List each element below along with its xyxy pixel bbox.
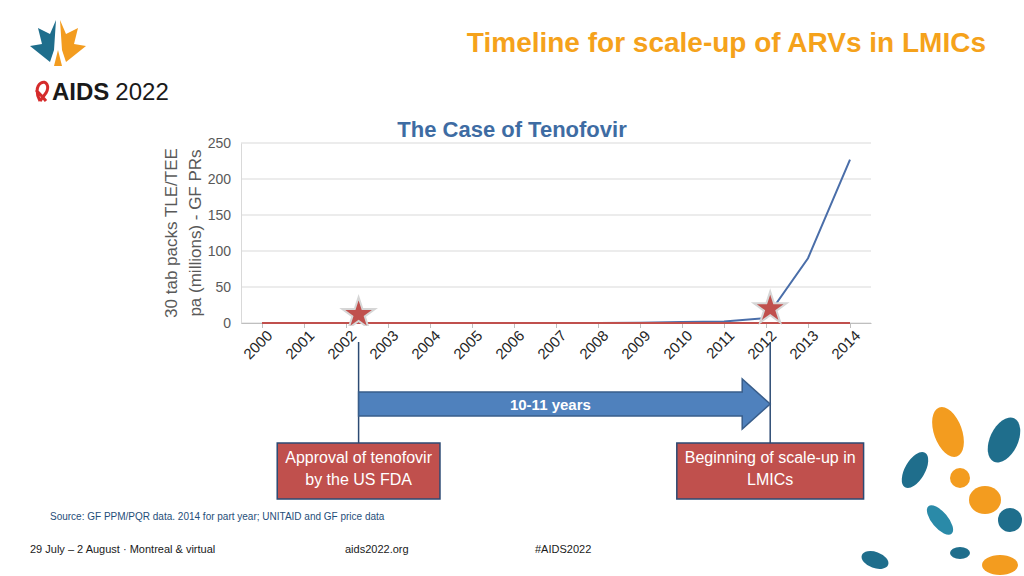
x-tick: 2013 — [786, 323, 822, 362]
slide: AIDS2022 Timeline for scale-up of ARVs in… — [0, 0, 1024, 576]
decoration-shape — [896, 448, 933, 493]
event-box-rect — [277, 443, 440, 499]
x-tick-label: 2012 — [744, 327, 780, 363]
grid-line — [241, 215, 871, 216]
y-tick: 50 — [215, 279, 241, 295]
event-connector — [769, 342, 771, 443]
logo-word: 2022 — [115, 78, 168, 105]
y-tick-label: 150 — [208, 207, 232, 223]
x-tick-label: 2007 — [534, 327, 570, 363]
event-label: Beginning of scale-up in — [685, 449, 856, 466]
grid-line — [241, 251, 871, 252]
event-box: Beginning of scale-up in LMICs — [677, 443, 864, 499]
x-tick: 2005 — [450, 323, 486, 362]
x-tick: 2008 — [576, 323, 612, 362]
grid-line — [241, 179, 871, 180]
span-label: 10-11 years — [510, 396, 591, 413]
event-star — [342, 297, 375, 326]
x-axis-line — [242, 323, 872, 324]
decoration-shape — [998, 508, 1022, 532]
event-label: Approval of tenofovir — [285, 449, 432, 466]
x-tick-label: 2013 — [786, 327, 822, 363]
x-tick: 2002 — [324, 323, 360, 362]
grid-line — [241, 287, 871, 288]
y-axis-line — [241, 144, 242, 324]
y-axis-title-line: 30 tab packs TLE/TEE — [162, 148, 181, 318]
logo-leaf — [54, 50, 62, 66]
y-tick: 200 — [208, 171, 241, 187]
decoration-shape — [981, 412, 1024, 467]
logo-ribbon — [36, 82, 48, 101]
grid — [241, 143, 871, 323]
x-tick-label: 2001 — [282, 327, 318, 363]
x-tick: 2012 — [744, 323, 780, 362]
x-tick-label: 2011 — [703, 327, 738, 362]
event-star — [754, 291, 787, 322]
x-tick-label: 2008 — [576, 327, 612, 363]
y-tick-label: 200 — [208, 171, 232, 187]
event-box: Approval of tenofovir by the US FDA — [277, 443, 440, 499]
logo-leaf — [60, 20, 86, 62]
y-axis-title-line: pa (millions) - GF PRs — [186, 149, 205, 316]
event-box-rect — [677, 443, 864, 499]
footer-item: aids2022.org — [345, 543, 409, 555]
source-note: Source: GF PPM/PQR data. 2014 for part y… — [50, 511, 385, 522]
annotations: 10-11 years Approval of tenofovir by the U… — [277, 342, 863, 499]
x-tick-label: 2002 — [324, 327, 360, 363]
y-tick: 250 — [208, 135, 241, 151]
x-tick-label: 2006 — [492, 327, 528, 363]
decoration-shape — [950, 468, 970, 488]
event-label: by the US FDA — [305, 471, 412, 488]
logo-word: AIDS — [52, 78, 109, 105]
x-tick-label: 2004 — [408, 327, 444, 363]
slide-title: Timeline for scale-up of ARVs in LMICs — [467, 27, 986, 58]
grid-line — [241, 323, 871, 324]
x-tick: 2009 — [618, 323, 654, 362]
x-tick: 2011 — [703, 323, 738, 362]
logo-text: AIDS2022 — [52, 78, 169, 105]
y-tick: 0 — [223, 315, 241, 331]
y-tick-label: 250 — [208, 135, 232, 151]
decoration — [859, 403, 1024, 575]
decoration-shape — [982, 555, 1018, 575]
decoration-shape — [950, 547, 970, 559]
decoration-shape — [969, 486, 1001, 514]
decoration-shape — [859, 548, 891, 573]
footer-item: 29 July – 2 August · Montreal & virtual — [30, 543, 215, 555]
x-tick-label: 2005 — [450, 327, 486, 363]
x-tick: 2010 — [660, 323, 696, 362]
span-arrow — [359, 379, 771, 429]
logo-leaf — [30, 20, 56, 62]
decoration-shape — [922, 501, 957, 539]
y-tick-label: 0 — [223, 315, 231, 331]
decoration-shape — [926, 403, 970, 461]
series-line — [262, 160, 850, 323]
x-tick-label: 2014 — [828, 327, 864, 363]
x-tick: 2003 — [366, 323, 402, 362]
x-tick-label: 2003 — [366, 327, 402, 363]
x-tick-label: 2000 — [240, 327, 276, 363]
y-axis: 0 50 100 150 200 250 — [208, 135, 242, 331]
x-tick-label: 2009 — [618, 327, 654, 363]
x-tick: 2014 — [828, 323, 864, 362]
y-tick-label: 100 — [208, 243, 232, 259]
x-tick: 2000 — [240, 323, 276, 362]
x-tick-label: 2010 — [660, 327, 696, 363]
x-axis: 2000200120022003200420052006200720082009… — [240, 323, 872, 362]
x-tick: 2007 — [534, 323, 570, 362]
x-tick: 2006 — [492, 323, 528, 362]
y-tick: 150 — [208, 207, 241, 223]
event-label: LMICs — [747, 471, 793, 488]
x-tick: 2001 — [282, 323, 318, 362]
x-tick: 2004 — [408, 323, 444, 362]
chart-title: The Case of Tenofovir — [397, 117, 627, 142]
y-tick-label: 50 — [215, 279, 231, 295]
footer-item: #AIDS2022 — [535, 543, 591, 555]
y-tick: 100 — [208, 243, 241, 259]
grid-line — [241, 143, 871, 144]
y-axis-title: 30 tab packs TLE/TEE pa (millions) - GF P… — [162, 148, 205, 318]
plot-marks — [262, 160, 850, 326]
